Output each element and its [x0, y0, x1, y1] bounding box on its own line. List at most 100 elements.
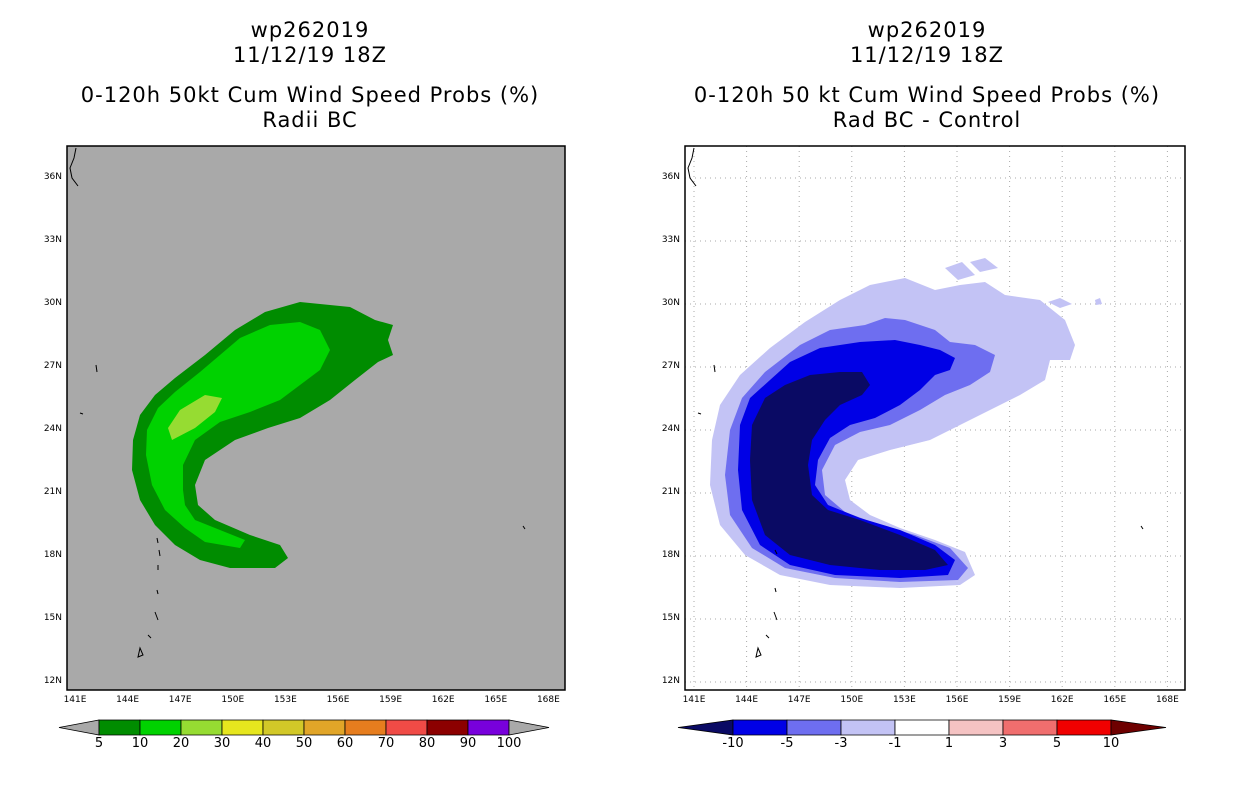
right-lat-label: 21N	[661, 487, 680, 497]
colorbar-segment	[467, 719, 510, 736]
left-lat-label: 36N	[43, 172, 62, 182]
right-lon-label: 144E	[735, 695, 759, 705]
right-lon-label: 153E	[892, 695, 916, 705]
colorbar-right-label: 5	[1052, 736, 1062, 751]
left-lat-label: 30N	[43, 298, 62, 308]
left-lat-label: 12N	[43, 676, 62, 686]
left-lon-label: 147E	[168, 695, 192, 705]
colorbar-right-label: -1	[888, 736, 902, 751]
right-lat-label: 24N	[661, 424, 680, 434]
colorbar-right-label: 3	[998, 736, 1008, 751]
left-title: wp262019 11/12/19 18Z 0-120h 50kt Cum Wi…	[50, 18, 570, 133]
left-lon-label: 150E	[221, 695, 245, 705]
diff-max-contour	[750, 372, 948, 570]
prob-5-contour	[132, 302, 393, 568]
colorbar-left-label: 60	[336, 736, 354, 751]
colorbar-segment	[303, 719, 346, 736]
colorbar-left-label: 50	[295, 736, 313, 751]
colorbar-segment	[1002, 719, 1058, 736]
right-lat-label: 33N	[661, 235, 680, 245]
left-lat-label: 18N	[43, 550, 62, 560]
left-lon-label: 153E	[273, 695, 297, 705]
left-lon-label: 141E	[63, 695, 87, 705]
left-lon-label: 168E	[536, 695, 560, 705]
left-title-date: 11/12/19 18Z	[232, 43, 388, 67]
colorbar-low-end	[677, 719, 734, 736]
right-lon-label: 162E	[1050, 695, 1074, 705]
colorbar-segment	[98, 719, 141, 736]
colorbar-segment	[948, 719, 1004, 736]
colorbar-right-label: -5	[780, 736, 794, 751]
diff-light-patch-1	[945, 262, 975, 280]
colorbar-left-label: 10	[131, 736, 149, 751]
colorbar-right-label: -10	[722, 736, 744, 751]
left-lat-label: 33N	[43, 235, 62, 245]
colorbar-high-end	[1110, 719, 1167, 736]
left-lon-label: 144E	[116, 695, 140, 705]
right-lon-label: 156E	[945, 695, 969, 705]
right-title-storm: wp262019	[867, 18, 987, 42]
right-lon-label: 147E	[787, 695, 811, 705]
right-title-subtitle: Rad BC - Control	[832, 108, 1022, 132]
colorbar-right-end	[508, 719, 550, 736]
left-map-frame	[66, 145, 566, 691]
right-lon-label: 150E	[840, 695, 864, 705]
left-lon-label: 165E	[484, 695, 508, 705]
colorbar-segment	[732, 719, 788, 736]
colorbar-left-label: 90	[459, 736, 477, 751]
colorbar-left-label: 80	[418, 736, 436, 751]
left-lat-label: 15N	[43, 613, 62, 623]
right-lat-label: 12N	[661, 676, 680, 686]
left-lat-label: 24N	[43, 424, 62, 434]
right-colorbar	[677, 719, 1167, 736]
right-lat-label: 27N	[661, 361, 680, 371]
left-lat-label: 21N	[43, 487, 62, 497]
right-map	[685, 146, 1185, 690]
left-lon-label: 159E	[379, 695, 403, 705]
colorbar-segment	[1056, 719, 1112, 736]
colorbar-left-label: 20	[172, 736, 190, 751]
colorbar-left-label: 70	[377, 736, 395, 751]
right-lat-label: 30N	[661, 298, 680, 308]
colorbar-left-label: 5	[94, 736, 104, 751]
right-lat-label: 36N	[661, 172, 680, 182]
right-title-date: 11/12/19 18Z	[849, 43, 1005, 67]
left-colorbar	[58, 719, 550, 736]
diff-light-patch-3	[1048, 298, 1072, 308]
colorbar-left-label: 40	[254, 736, 272, 751]
colorbar-segment	[221, 719, 264, 736]
colorbar-segment	[344, 719, 387, 736]
right-lon-label: 168E	[1155, 695, 1179, 705]
colorbar-segment	[786, 719, 842, 736]
colorbar-segment	[840, 719, 896, 736]
colorbar-segment	[262, 719, 305, 736]
right-title: wp262019 11/12/19 18Z 0-120h 50 kt Cum W…	[667, 18, 1187, 133]
left-lon-label: 162E	[431, 695, 455, 705]
right-lon-label: 165E	[1103, 695, 1127, 705]
left-lat-label: 27N	[43, 361, 62, 371]
right-title-product: 0-120h 50 kt Cum Wind Speed Probs (%)	[693, 83, 1161, 107]
colorbar-right-label: -3	[834, 736, 848, 751]
colorbar-left-label: 30	[213, 736, 231, 751]
colorbar-segment	[180, 719, 223, 736]
left-map	[67, 146, 565, 690]
colorbar-segment	[426, 719, 469, 736]
colorbar-right-label: 10	[1102, 736, 1120, 751]
colorbar-left-end	[58, 719, 100, 736]
colorbar-left-label: 100	[496, 736, 522, 751]
diff-light-patch-4	[1095, 298, 1102, 305]
right-coastlines	[687, 147, 1144, 658]
prob-20-contour	[168, 395, 222, 440]
left-lon-label: 156E	[326, 695, 350, 705]
colorbar-segment	[894, 719, 950, 736]
colorbar-right-label: 1	[944, 736, 954, 751]
colorbar-segment	[385, 719, 428, 736]
right-lon-label: 159E	[998, 695, 1022, 705]
left-title-storm: wp262019	[250, 18, 370, 42]
left-title-product: 0-120h 50kt Cum Wind Speed Probs (%)	[80, 83, 540, 107]
colorbar-segment	[139, 719, 182, 736]
right-lat-label: 15N	[661, 613, 680, 623]
left-title-subtitle: Radii BC	[262, 108, 358, 132]
diff-light-patch-2	[970, 258, 998, 272]
